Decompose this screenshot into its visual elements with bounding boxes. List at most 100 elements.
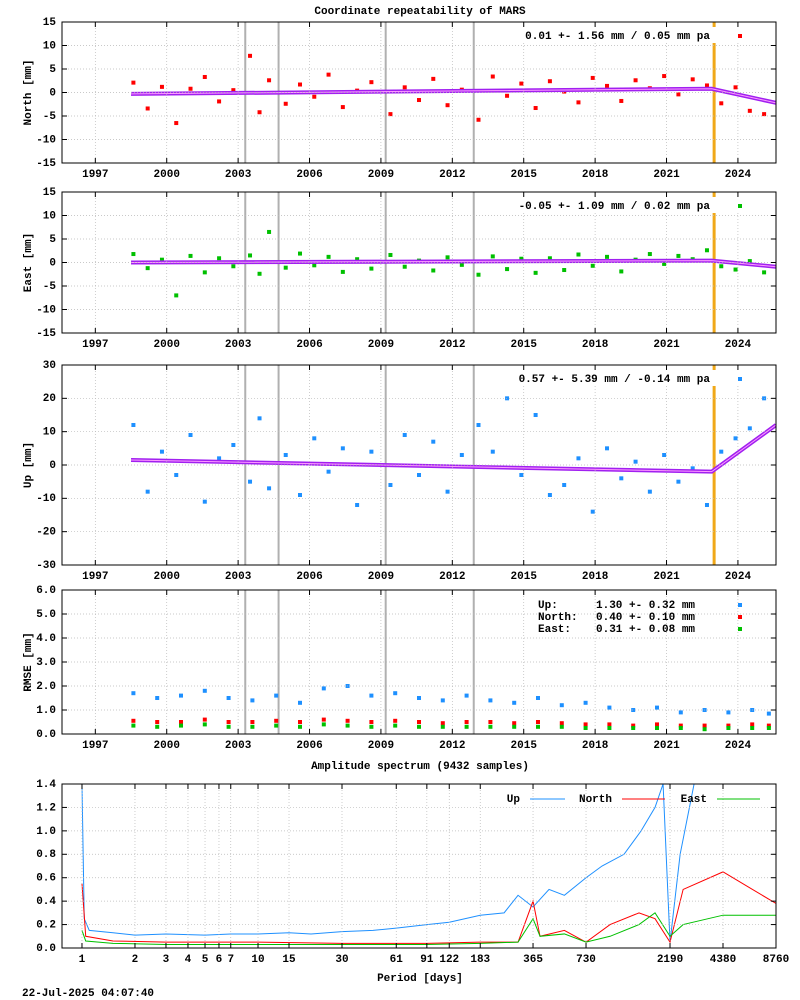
point: [179, 720, 183, 724]
point: [676, 253, 681, 258]
x-tick-label: 2024: [725, 339, 752, 351]
x-tick-label: 2006: [296, 339, 322, 351]
x-tick-label: 2024: [725, 571, 752, 583]
y-tick-label: 5: [49, 64, 56, 76]
point: [155, 724, 160, 729]
point: [733, 85, 738, 90]
point: [226, 724, 231, 729]
point: [131, 252, 136, 257]
point: [202, 270, 207, 275]
x-tick-label: 2015: [511, 740, 538, 752]
point: [726, 710, 731, 715]
y-tick-label: 15: [43, 187, 57, 199]
x-tick-label: 8760: [763, 954, 789, 966]
point: [298, 251, 302, 256]
point: [747, 259, 752, 264]
point: [131, 718, 136, 723]
point: [226, 696, 231, 700]
point: [369, 720, 374, 724]
x-tick-label: 2000: [154, 169, 180, 181]
point: [476, 117, 481, 122]
plot-area: [131, 22, 776, 163]
plot-area: [81, 784, 776, 945]
x-tick-label: 2012: [439, 571, 465, 583]
point: [590, 509, 595, 514]
y-tick-label: 0: [49, 87, 56, 99]
x-tick-label: 3: [163, 954, 170, 966]
y-tick-label: 4.0: [36, 633, 56, 645]
point: [464, 693, 469, 698]
point: [702, 723, 707, 728]
point: [476, 272, 481, 277]
point: [369, 693, 374, 698]
y-tick-label: 15: [43, 17, 57, 29]
point: [536, 724, 540, 729]
point: [631, 723, 636, 728]
point: [662, 453, 667, 457]
x-tick-label: 2012: [439, 339, 465, 351]
timestamp: 22-Jul-2025 04:07:40: [22, 988, 154, 1000]
annotation-backdrop: [480, 27, 750, 43]
point: [369, 449, 374, 454]
y-tick-label: 2.0: [36, 681, 56, 693]
point: [690, 77, 695, 82]
y-tick-label: 1.4: [36, 779, 56, 791]
series-line-core: [131, 424, 776, 473]
y-tick-label: 1.0: [36, 826, 56, 838]
point: [733, 436, 738, 441]
point: [490, 449, 495, 454]
point: [488, 724, 493, 729]
x-tick-label: 5: [202, 954, 209, 966]
x-tick-label: 2003: [225, 169, 252, 181]
point: [678, 723, 683, 728]
point: [512, 724, 517, 729]
point: [298, 493, 302, 497]
x-tick-label: 2009: [368, 339, 394, 351]
point: [440, 698, 445, 703]
point: [248, 53, 253, 58]
point: [747, 108, 752, 113]
point: [719, 449, 724, 454]
point: [676, 479, 681, 484]
point: [676, 92, 681, 97]
x-tick-label: 2009: [368, 740, 394, 752]
point: [369, 266, 374, 271]
point: [459, 453, 464, 457]
point: [388, 483, 393, 487]
point: [274, 718, 279, 723]
point: [402, 433, 407, 437]
y-tick-label: 1.2: [36, 802, 56, 814]
point: [750, 722, 755, 727]
x-tick-label: 122: [439, 954, 459, 966]
x-tick-label: 1997: [82, 740, 108, 752]
x-tick-label: 2006: [296, 571, 322, 583]
x-tick-label: 730: [576, 954, 596, 966]
x-tick-label: 2021: [653, 339, 680, 351]
x-tick-label: 2018: [582, 571, 609, 583]
y-tick-label: -10: [36, 304, 56, 316]
point: [283, 265, 288, 270]
point: [131, 423, 136, 427]
y-tick-label: 0.0: [36, 729, 56, 741]
point: [747, 426, 752, 431]
point: [704, 248, 709, 253]
point: [605, 83, 610, 88]
x-tick-label: 61: [390, 954, 404, 966]
point: [226, 720, 231, 724]
point: [619, 269, 624, 274]
x-tick-label: 2003: [225, 571, 252, 583]
x-tick-label: 2021: [653, 169, 680, 181]
point: [393, 723, 398, 728]
y-tick-label: -10: [36, 134, 56, 146]
point: [274, 723, 279, 728]
y-axis-label: RMSE [mm]: [23, 632, 35, 691]
x-tick-label: 30: [335, 954, 348, 966]
x-tick-label: 2009: [368, 169, 394, 181]
legend-label: North: [579, 794, 612, 806]
point: [369, 724, 374, 729]
point: [547, 493, 552, 497]
point: [559, 724, 564, 729]
annotation-marker: [738, 377, 742, 381]
point: [488, 698, 493, 703]
point: [459, 262, 464, 267]
